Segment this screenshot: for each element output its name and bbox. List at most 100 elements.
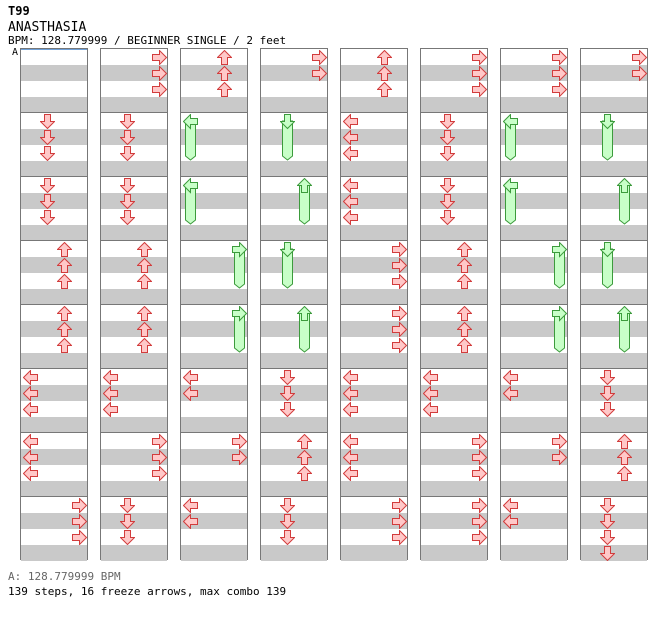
- arrow-up-icon: [56, 241, 73, 257]
- arrow-down-icon: [119, 130, 136, 146]
- beat-stripe: [421, 353, 487, 369]
- beat-stripe: [421, 257, 487, 273]
- beat-stripe: [181, 129, 247, 145]
- beat-stripe: [181, 65, 247, 81]
- beat-stripe: [21, 545, 87, 561]
- arrow-down-icon: [39, 130, 56, 146]
- beat-stripe: [261, 257, 327, 273]
- beat-stripe: [421, 225, 487, 241]
- beat-stripe: [341, 545, 407, 561]
- arrow-left-icon: [342, 401, 358, 418]
- measure: [180, 368, 248, 433]
- measure: [20, 176, 88, 241]
- measure: [100, 496, 168, 561]
- beat-stripe: [181, 257, 247, 273]
- measure: [500, 112, 568, 177]
- beat-stripe: [341, 353, 407, 369]
- beat-stripe: [261, 321, 327, 337]
- arrow-left-icon: [22, 369, 38, 386]
- chart-column: [180, 48, 248, 561]
- arrow-up-icon: [216, 65, 233, 81]
- beat-stripe: [21, 353, 87, 369]
- beat-stripe: [261, 481, 327, 497]
- arrow-right-icon: [552, 81, 568, 98]
- arrow-down-icon: [279, 498, 296, 514]
- beat-stripe: [261, 97, 327, 113]
- beat-stripe: [581, 129, 647, 145]
- measure: [180, 304, 248, 369]
- freeze-arrow-down: [279, 242, 296, 289]
- freeze-arrow-right: [232, 305, 248, 353]
- beat-stripe: [581, 449, 647, 465]
- freeze-arrow-left: [182, 113, 198, 161]
- beat-stripe: [21, 225, 87, 241]
- beat-stripe: [101, 97, 167, 113]
- arrow-right-icon: [392, 273, 408, 290]
- beat-stripe: [581, 353, 647, 369]
- beat-stripe: [421, 545, 487, 561]
- freeze-arrow-left: [182, 177, 198, 225]
- chart-column: [340, 48, 408, 561]
- arrow-right-icon: [472, 497, 488, 514]
- measure: [340, 368, 408, 433]
- arrow-right-icon: [152, 465, 168, 482]
- measure: [20, 304, 88, 369]
- arrow-left-icon: [342, 465, 358, 482]
- arrow-left-icon: [422, 369, 438, 386]
- arrow-down-icon: [279, 370, 296, 386]
- arrow-left-icon: [182, 369, 198, 386]
- measure: [20, 496, 88, 561]
- measure: [500, 368, 568, 433]
- arrow-left-icon: [22, 433, 38, 450]
- measure: [340, 240, 408, 305]
- beat-stripe: [341, 225, 407, 241]
- beat-stripe: [101, 353, 167, 369]
- beat-stripe: [421, 481, 487, 497]
- measure: [340, 496, 408, 561]
- arrow-down-icon: [39, 194, 56, 210]
- arrow-down-icon: [119, 514, 136, 530]
- beat-stripe: [501, 193, 567, 209]
- beat-stripe: [501, 65, 567, 81]
- arrow-right-icon: [152, 433, 168, 450]
- freeze-arrow-right: [552, 241, 568, 289]
- arrow-right-icon: [392, 513, 408, 530]
- beat-stripe: [101, 417, 167, 433]
- measure: [420, 304, 488, 369]
- beat-stripe: [501, 225, 567, 241]
- beat-stripe: [181, 481, 247, 497]
- measure: [340, 304, 408, 369]
- arrow-left-icon: [22, 449, 38, 466]
- beat-stripe: [261, 545, 327, 561]
- measure: [260, 496, 328, 561]
- arrow-right-icon: [472, 513, 488, 530]
- arrow-down-icon: [599, 498, 616, 514]
- measure: [260, 368, 328, 433]
- beat-stripe: [181, 289, 247, 305]
- chart-meta: BPM: 128.779999 / BEGINNER SINGLE / 2 fe…: [8, 34, 287, 47]
- arrow-up-icon: [56, 273, 73, 289]
- arrow-down-icon: [439, 210, 456, 226]
- beat-stripe: [181, 225, 247, 241]
- beat-stripe: [181, 449, 247, 465]
- arrow-right-icon: [472, 529, 488, 546]
- measure: [180, 176, 248, 241]
- chart-column: [260, 48, 328, 561]
- freeze-arrow-down: [599, 114, 616, 161]
- arrow-up-icon: [136, 241, 153, 257]
- arrow-up-icon: [56, 337, 73, 353]
- arrow-down-icon: [439, 146, 456, 162]
- beat-stripe: [21, 321, 87, 337]
- beat-stripe: [501, 417, 567, 433]
- beat-stripe: [341, 65, 407, 81]
- arrow-down-icon: [39, 178, 56, 194]
- measure: [180, 112, 248, 177]
- arrow-right-icon: [472, 433, 488, 450]
- measure: [500, 48, 568, 113]
- arrow-up-icon: [56, 321, 73, 337]
- beat-stripe: [181, 321, 247, 337]
- beat-stripe: [581, 97, 647, 113]
- arrow-down-icon: [39, 210, 56, 226]
- arrow-down-icon: [279, 386, 296, 402]
- arrow-up-icon: [456, 241, 473, 257]
